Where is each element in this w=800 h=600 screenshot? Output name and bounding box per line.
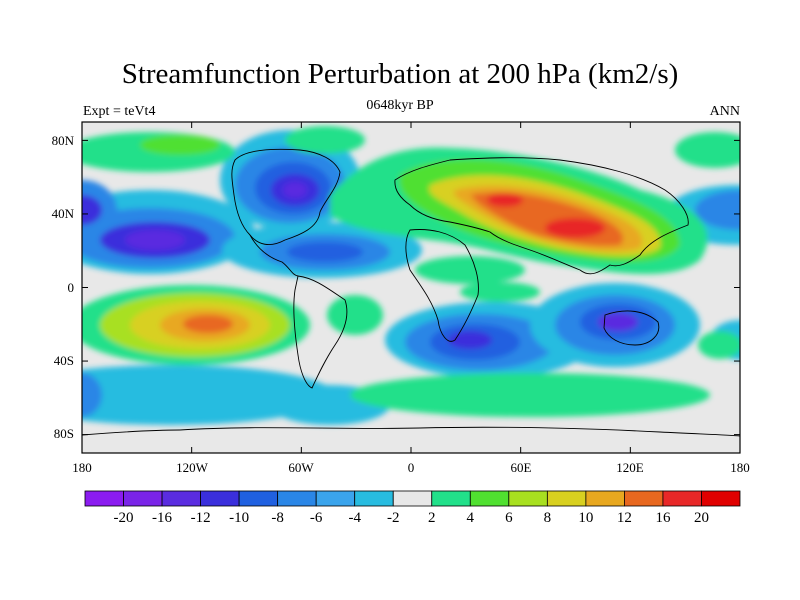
colorbar-label: -16 (152, 510, 173, 526)
contour-field (82, 122, 740, 453)
lon-label: 0 (407, 460, 415, 475)
colorbar (84, 490, 741, 507)
low-north-pacific (82, 190, 255, 274)
experiment-label: Expt = teVt4 (83, 104, 156, 119)
colorbar-label: -8 (271, 510, 284, 526)
lat-label: 0 (67, 280, 75, 295)
colorbar-label: 16 (655, 510, 671, 526)
high-mid-atlantic-arm (415, 256, 540, 302)
colorbar-label: -4 (348, 510, 361, 526)
colorbar-swatch (315, 490, 356, 507)
lon-label: 180 (72, 460, 92, 475)
colorbar-swatch (161, 490, 201, 507)
colorbar-swatch (238, 490, 279, 507)
low-indian-ocean (530, 283, 700, 367)
colorbar-swatch (392, 490, 433, 507)
season-label: ANN (709, 104, 740, 119)
lon-label: 60W (288, 460, 314, 475)
high-southern-ocean (350, 331, 740, 417)
lat-label: 80S (53, 426, 74, 441)
colorbar-swatch (431, 490, 471, 507)
high-south-atlantic (327, 295, 383, 335)
colorbar-label: -10 (229, 510, 250, 526)
coastlines (82, 148, 740, 437)
low-north-america (220, 130, 360, 230)
colorbar-label: -2 (386, 510, 400, 526)
colorbar-label: 20 (693, 510, 709, 526)
plot-title: Streamfunction Perturbation at 200 hPa (… (121, 58, 679, 90)
lon-label: 180 (730, 460, 750, 475)
low-atlantic (222, 222, 422, 278)
colorbar-label: 2 (428, 510, 436, 526)
colorbar-swatch (277, 490, 317, 507)
colorbar-swatch (585, 490, 625, 507)
lon-label: 120W (176, 460, 208, 475)
period-label: 0648kyr BP (366, 98, 434, 113)
colorbar-label: 6 (505, 510, 513, 526)
low-west-edge (82, 180, 117, 240)
lon-label: 60E (510, 460, 532, 475)
colorbar-swatch (546, 490, 587, 507)
colorbar-swatch (508, 490, 548, 507)
axis-ticks (81, 122, 741, 453)
colorbar-swatch (354, 490, 394, 507)
colorbar-label: -20 (113, 510, 134, 526)
colorbar-label: 8 (543, 510, 552, 526)
high-south-pacific (82, 285, 310, 365)
colorbar-label: 10 (578, 510, 594, 526)
lat-label: 40S (53, 353, 74, 368)
lat-label: 80N (51, 133, 74, 148)
colorbar-label: -6 (309, 510, 323, 526)
high-north-pacific-arctic (82, 126, 740, 172)
colorbar-swatch (662, 490, 702, 507)
lat-label: 40N (51, 206, 74, 221)
colorbar-swatch (123, 490, 163, 507)
colorbar-swatch (84, 490, 124, 507)
colorbar-label: -12 (190, 510, 211, 526)
colorbar-swatch (469, 490, 510, 507)
colorbar-swatch (701, 490, 741, 507)
colorbar-swatch (624, 490, 664, 507)
colorbar-label: 4 (466, 510, 475, 526)
high-eurasia (330, 147, 708, 275)
colorbar-label: 12 (616, 510, 632, 526)
colorbar-swatch (200, 490, 240, 507)
lon-label: 120E (616, 460, 644, 475)
